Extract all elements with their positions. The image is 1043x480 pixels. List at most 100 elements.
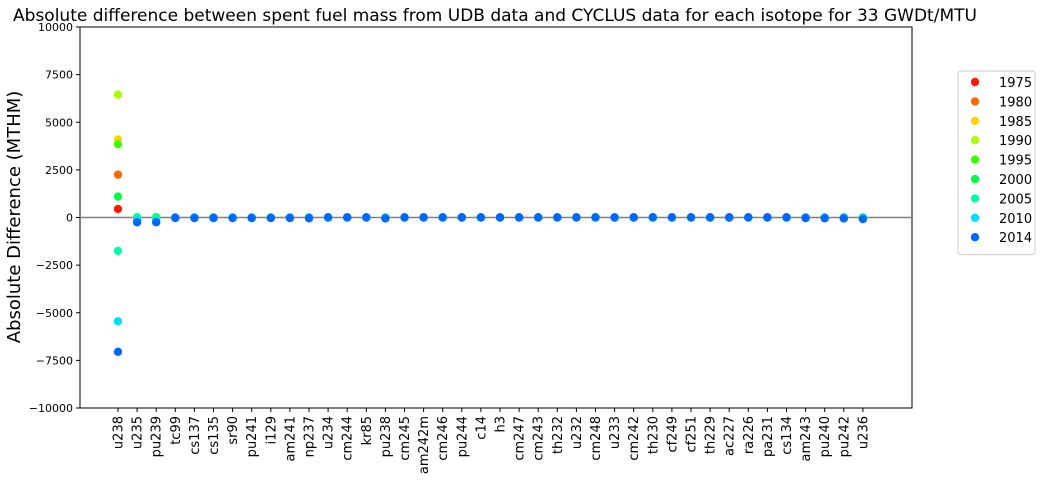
x-tick-label: tc99 xyxy=(169,416,184,445)
x-tick-label: c14 xyxy=(474,416,489,440)
x-tick-label: pu240 xyxy=(818,416,833,457)
data-point-2014 xyxy=(495,213,505,222)
x-tick-label: u234 xyxy=(322,416,337,449)
data-point-2014 xyxy=(247,213,256,223)
data-point-2014 xyxy=(572,213,581,222)
data-point-2014 xyxy=(514,213,524,222)
x-tick-label: pa231 xyxy=(761,416,776,457)
legend-label: 2014 xyxy=(999,231,1032,246)
data-point-2014 xyxy=(419,213,428,222)
data-point-1980 xyxy=(113,170,123,179)
data-point-2014 xyxy=(438,213,447,222)
x-tick-label: u233 xyxy=(608,416,623,449)
data-point-2014 xyxy=(400,213,409,222)
y-tick-label: 7500 xyxy=(45,69,73,82)
x-tick-label: th230 xyxy=(646,416,661,454)
data-point-2014 xyxy=(667,213,677,222)
data-point-2014 xyxy=(266,213,275,223)
data-point-2014 xyxy=(323,213,333,222)
data-point-2014 xyxy=(610,213,619,222)
data-point-1995 xyxy=(113,139,123,149)
data-point-2014 xyxy=(228,213,237,223)
data-point-2014 xyxy=(648,213,657,222)
x-tick-label: u238 xyxy=(112,416,127,449)
x-tick-label: sr90 xyxy=(226,416,241,445)
x-tick-label: pu238 xyxy=(379,416,394,457)
legend-marker xyxy=(970,233,980,242)
data-point-2010 xyxy=(113,317,123,326)
data-point-2014 xyxy=(725,213,734,222)
legend-marker xyxy=(970,194,980,203)
x-tick-label: cm243 xyxy=(532,416,547,461)
x-tick-label: u236 xyxy=(856,416,871,449)
data-point-2014 xyxy=(304,214,314,223)
chart-title: Absolute difference between spent fuel m… xyxy=(13,6,977,26)
data-point-2014 xyxy=(534,213,543,222)
data-point-2014 xyxy=(476,213,486,222)
x-tick-label: cs134 xyxy=(780,416,795,455)
x-tick-label: cm245 xyxy=(398,416,413,461)
data-point-2014 xyxy=(763,213,772,222)
data-point-2014 xyxy=(343,213,352,222)
y-tick-label: 10000 xyxy=(38,21,73,34)
x-tick-label: ac227 xyxy=(723,416,738,456)
legend-marker xyxy=(970,136,980,145)
data-point-2014 xyxy=(782,213,791,222)
data-point-2014 xyxy=(190,213,199,223)
data-point-2014 xyxy=(171,213,180,223)
x-tick-label: cf249 xyxy=(665,416,680,453)
data-point-2014 xyxy=(705,213,715,222)
data-point-2014 xyxy=(591,213,600,222)
legend-label: 1985 xyxy=(999,115,1032,130)
legend-marker xyxy=(970,116,980,126)
data-point-2014 xyxy=(381,214,390,223)
legend-marker xyxy=(970,155,980,164)
x-tick-label: pu241 xyxy=(245,416,260,457)
legend-label: 2010 xyxy=(999,212,1032,227)
data-point-1975 xyxy=(113,204,123,214)
legend-marker xyxy=(970,213,980,222)
data-point-2005 xyxy=(113,246,123,256)
x-tick-label: cs137 xyxy=(188,416,203,455)
data-point-2014 xyxy=(629,213,638,222)
data-point-2014 xyxy=(744,213,753,222)
data-point-2014 xyxy=(553,213,562,222)
y-tick-label: −10000 xyxy=(29,402,73,415)
legend-marker xyxy=(970,174,980,184)
x-tick-label: cm246 xyxy=(436,416,451,461)
data-point-2000 xyxy=(113,192,123,201)
x-tick-label: cm244 xyxy=(341,416,356,461)
x-tick-label: cf251 xyxy=(685,416,700,453)
x-tick-label: ra226 xyxy=(742,416,757,454)
x-tick-label: cs135 xyxy=(207,416,222,455)
x-tick-label: i129 xyxy=(264,416,279,444)
x-tick-label: h3 xyxy=(494,416,509,433)
y-tick-label: −7500 xyxy=(36,354,73,367)
data-point-2014 xyxy=(209,213,218,223)
legend-marker xyxy=(970,97,980,106)
x-tick-label: pu242 xyxy=(837,416,852,457)
y-tick-label: −2500 xyxy=(36,259,73,272)
data-point-2014 xyxy=(285,213,295,223)
data-point-2014 xyxy=(686,213,696,222)
legend-label: 2000 xyxy=(999,173,1032,188)
x-tick-label: cm248 xyxy=(589,416,604,461)
data-point-2014 xyxy=(113,347,123,357)
y-tick-label: 5000 xyxy=(45,116,73,129)
x-tick-label: am241 xyxy=(283,416,298,461)
data-point-2014 xyxy=(457,213,466,222)
y-tick-label: 0 xyxy=(66,212,73,225)
legend-marker xyxy=(970,77,980,87)
legend-label: 1995 xyxy=(999,154,1032,169)
data-point-2014 xyxy=(152,218,161,227)
legend-label: 2005 xyxy=(999,192,1032,207)
legend-label: 1990 xyxy=(999,134,1032,149)
x-tick-label: np237 xyxy=(303,416,318,457)
legend-label: 1980 xyxy=(999,95,1032,110)
y-tick-label: −5000 xyxy=(36,307,73,320)
data-point-2014 xyxy=(801,213,810,223)
x-tick-label: am242m xyxy=(417,416,432,474)
legend-box xyxy=(957,70,1036,256)
x-tick-label: am243 xyxy=(799,416,814,461)
